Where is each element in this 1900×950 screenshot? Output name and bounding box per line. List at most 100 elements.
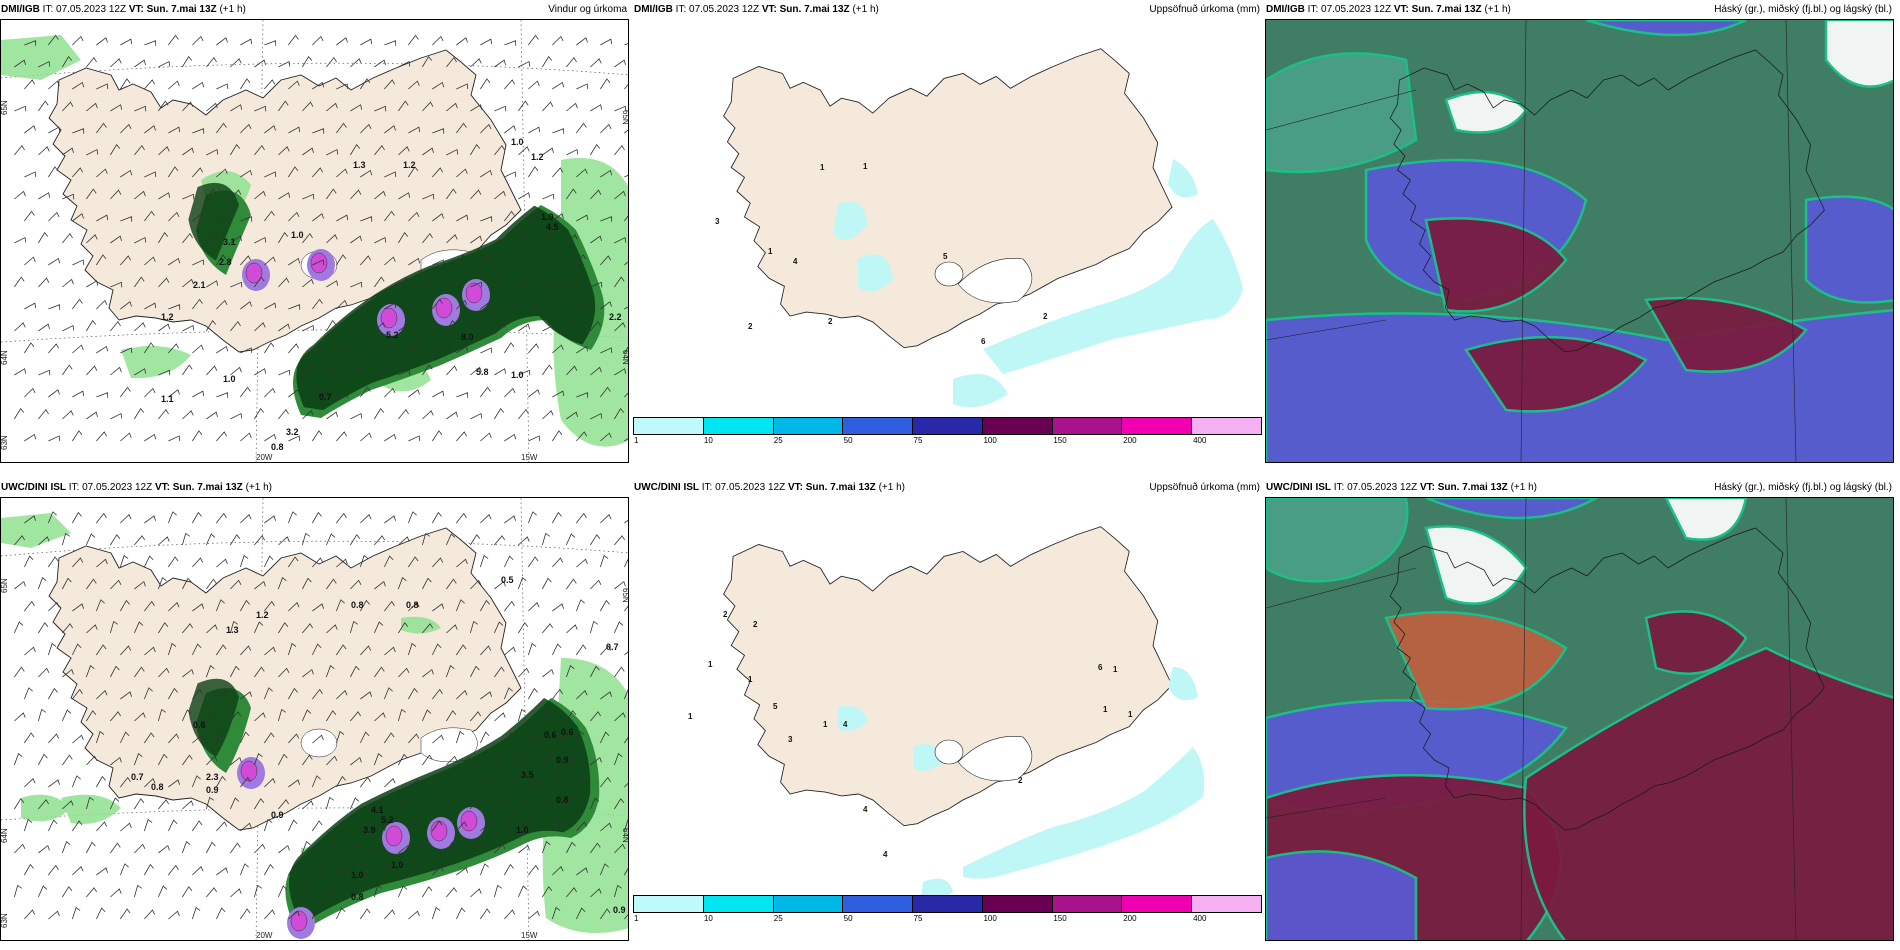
colorbar-tick-label: 1	[634, 914, 639, 923]
longitude-line	[1785, 20, 1797, 462]
wind-barb	[422, 623, 434, 634]
wind-barb	[23, 687, 33, 700]
wind-barb	[48, 733, 60, 744]
wind-barb	[120, 432, 132, 442]
wind-barb	[192, 390, 205, 398]
wind-barb	[158, 146, 170, 156]
wind-barb	[350, 534, 361, 546]
precip-value-label: 0.8	[351, 892, 364, 902]
wind-barb	[325, 796, 335, 810]
wind-barb	[432, 81, 445, 90]
wind-barb	[614, 843, 626, 854]
colorbar-swatch	[982, 418, 1053, 434]
wind-barb	[216, 907, 226, 920]
wind-barb	[422, 364, 433, 376]
latitude-line	[1266, 319, 1387, 341]
wind-barb	[398, 799, 410, 810]
colorbar-swatch	[703, 418, 774, 434]
wind-barb	[422, 668, 434, 678]
colorbar-swatch	[1122, 418, 1193, 434]
wind-barb	[134, 580, 146, 590]
wind-barb	[288, 211, 300, 222]
wind-barb	[446, 56, 457, 68]
wind-barb	[264, 555, 274, 568]
wind-barb	[359, 863, 369, 876]
wind-barb	[134, 368, 147, 376]
wind-barb	[134, 666, 145, 678]
wind-barb	[565, 533, 576, 546]
graticule	[1266, 498, 1797, 940]
wind-barb	[96, 689, 108, 700]
wind-barb	[254, 368, 267, 376]
init-time: IT: 07.05.2023 12Z	[42, 4, 127, 15]
precip-value-label: 3.2	[286, 427, 299, 437]
colorbar-swatch	[1192, 896, 1262, 912]
wind-barb	[85, 533, 96, 546]
valid-time: VT: Sun. 7.mai 13Z	[1419, 482, 1508, 493]
wind-barb	[312, 511, 322, 524]
precip-value-label: 3.5	[521, 770, 534, 780]
wind-barb	[230, 842, 241, 854]
wind-barb	[96, 168, 108, 178]
wind-barb	[589, 797, 600, 810]
wind-barb	[373, 884, 383, 898]
wind-barb	[48, 126, 61, 134]
precip-area	[1, 35, 81, 80]
wind-barb	[96, 431, 108, 442]
grid-label: 63N	[1, 913, 9, 928]
wind-barb	[384, 125, 396, 134]
wind-barb	[48, 166, 59, 178]
wind-barb	[542, 147, 554, 156]
wind-barb	[614, 322, 626, 332]
wind-barb	[494, 666, 505, 678]
wind-barb	[494, 190, 506, 200]
wind-barb	[230, 665, 240, 678]
wind-barb	[613, 621, 624, 634]
wind-barb	[168, 556, 179, 568]
longitude-line	[520, 498, 530, 940]
accum-patch	[953, 374, 1008, 408]
wind-barb	[576, 512, 587, 524]
cloud-blob	[1585, 20, 1747, 37]
wind-barb	[470, 189, 482, 200]
wind-barb	[408, 343, 420, 354]
precip-value-label: 0.9	[271, 810, 284, 820]
wind-barb	[624, 558, 628, 568]
wind-barb	[168, 864, 179, 876]
wind-barb	[288, 166, 299, 178]
latitude-line	[1266, 797, 1387, 819]
wind-barb	[494, 798, 505, 810]
wind-barb	[528, 166, 539, 178]
precip-value-label: 0.8	[406, 600, 419, 610]
wind-barb	[479, 863, 489, 876]
wind-barb	[24, 210, 35, 222]
wind-barb	[384, 732, 395, 744]
wind-barb	[504, 863, 514, 876]
wind-barb	[168, 389, 180, 398]
wind-barb	[566, 755, 578, 766]
wind-barb	[326, 148, 339, 156]
wind-barb	[408, 733, 420, 744]
wind-barb	[527, 511, 537, 524]
wind-barb	[551, 775, 561, 788]
accum-area	[833, 159, 1243, 408]
wind-barb	[542, 232, 553, 244]
wind-barb	[566, 411, 578, 420]
wind-barb	[397, 577, 407, 590]
wind-barb	[301, 532, 311, 546]
value-labels: 1 1 3 1 4 2 2 6 5 2	[715, 162, 1048, 346]
glacier	[934, 261, 964, 287]
wind-barb	[216, 821, 228, 832]
wind-barb	[528, 910, 540, 920]
wind-barb	[518, 369, 531, 376]
wind-barb	[518, 536, 530, 546]
wind-barb	[24, 646, 36, 656]
model-name: UWC/DINI ISL	[634, 482, 699, 493]
wind-barb	[374, 322, 386, 332]
wind-barb	[350, 412, 363, 420]
wind-barb	[216, 83, 229, 90]
wind-barb	[72, 259, 85, 266]
wind-barb	[86, 188, 97, 200]
wind-barb	[144, 302, 157, 310]
wind-barb	[470, 412, 483, 420]
